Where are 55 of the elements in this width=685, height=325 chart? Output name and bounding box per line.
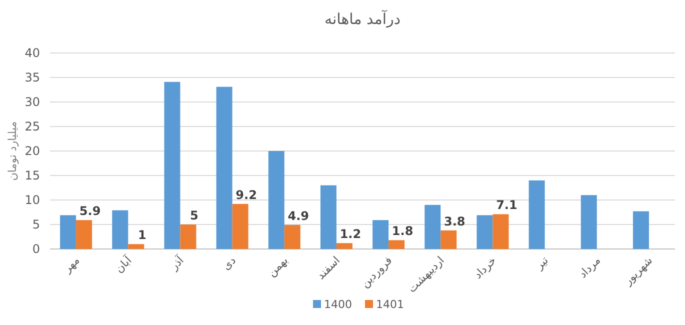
bar bbox=[492, 214, 509, 249]
x-tick-label: بهمن bbox=[265, 254, 290, 280]
y-tick-label: 40 bbox=[24, 46, 40, 60]
bar bbox=[76, 220, 92, 249]
y-tick-label: 15 bbox=[24, 168, 40, 182]
bar bbox=[164, 82, 180, 249]
x-tick-label: آذر bbox=[166, 252, 187, 274]
y-tick-label: 10 bbox=[24, 193, 40, 207]
x-tick-label: دی bbox=[220, 254, 238, 273]
bar bbox=[128, 244, 144, 249]
bar bbox=[216, 86, 232, 249]
y-tick-label: 5 bbox=[32, 218, 40, 232]
legend-label: 1401 bbox=[376, 298, 404, 311]
data-label: 7.1 bbox=[496, 198, 518, 212]
y-tick-label: 35 bbox=[24, 70, 40, 84]
bar bbox=[268, 151, 284, 249]
x-tick-label: فروردین bbox=[358, 254, 395, 290]
x-tick-label: مرداد bbox=[576, 254, 604, 281]
bar bbox=[632, 211, 649, 249]
bar bbox=[232, 204, 248, 249]
bar bbox=[372, 220, 389, 249]
data-label: 9.2 bbox=[236, 188, 257, 202]
chart-title: درآمد ماهانه bbox=[324, 9, 401, 28]
legend-label: 1400 bbox=[324, 298, 352, 311]
y-tick-label: 30 bbox=[24, 95, 40, 109]
data-label: 3.8 bbox=[444, 214, 466, 228]
data-label: 1.8 bbox=[392, 224, 414, 238]
y-tick-label: 20 bbox=[24, 144, 40, 158]
data-label: 1 bbox=[138, 228, 146, 242]
y-axis-title: میلیارد تومان bbox=[6, 121, 19, 181]
data-label: 4.9 bbox=[288, 208, 310, 223]
y-tick-label: 25 bbox=[24, 120, 40, 134]
x-tick-label: مهر bbox=[60, 254, 82, 276]
x-tick-label: خرداد bbox=[471, 254, 499, 282]
bar bbox=[180, 224, 196, 249]
bar bbox=[112, 210, 128, 249]
x-tick-label: تیر bbox=[532, 254, 551, 273]
bar bbox=[320, 185, 336, 249]
bar bbox=[284, 224, 300, 249]
bar bbox=[424, 204, 441, 249]
bar bbox=[388, 240, 405, 249]
bar bbox=[528, 180, 545, 249]
data-label: 1.2 bbox=[340, 227, 362, 242]
bar bbox=[336, 243, 352, 249]
bar bbox=[580, 195, 597, 249]
bar bbox=[440, 230, 457, 249]
data-label: 5 bbox=[190, 208, 198, 222]
x-tick-label: شهریور bbox=[620, 254, 656, 288]
bar bbox=[60, 215, 76, 249]
x-tick-label: آبان bbox=[112, 252, 135, 276]
bar bbox=[476, 215, 493, 249]
y-tick-label: 0 bbox=[32, 242, 40, 256]
x-tick-label: اسفند bbox=[314, 254, 343, 282]
x-tick-label: اردیبهشت bbox=[405, 254, 447, 296]
data-label: 5.9 bbox=[79, 204, 101, 218]
